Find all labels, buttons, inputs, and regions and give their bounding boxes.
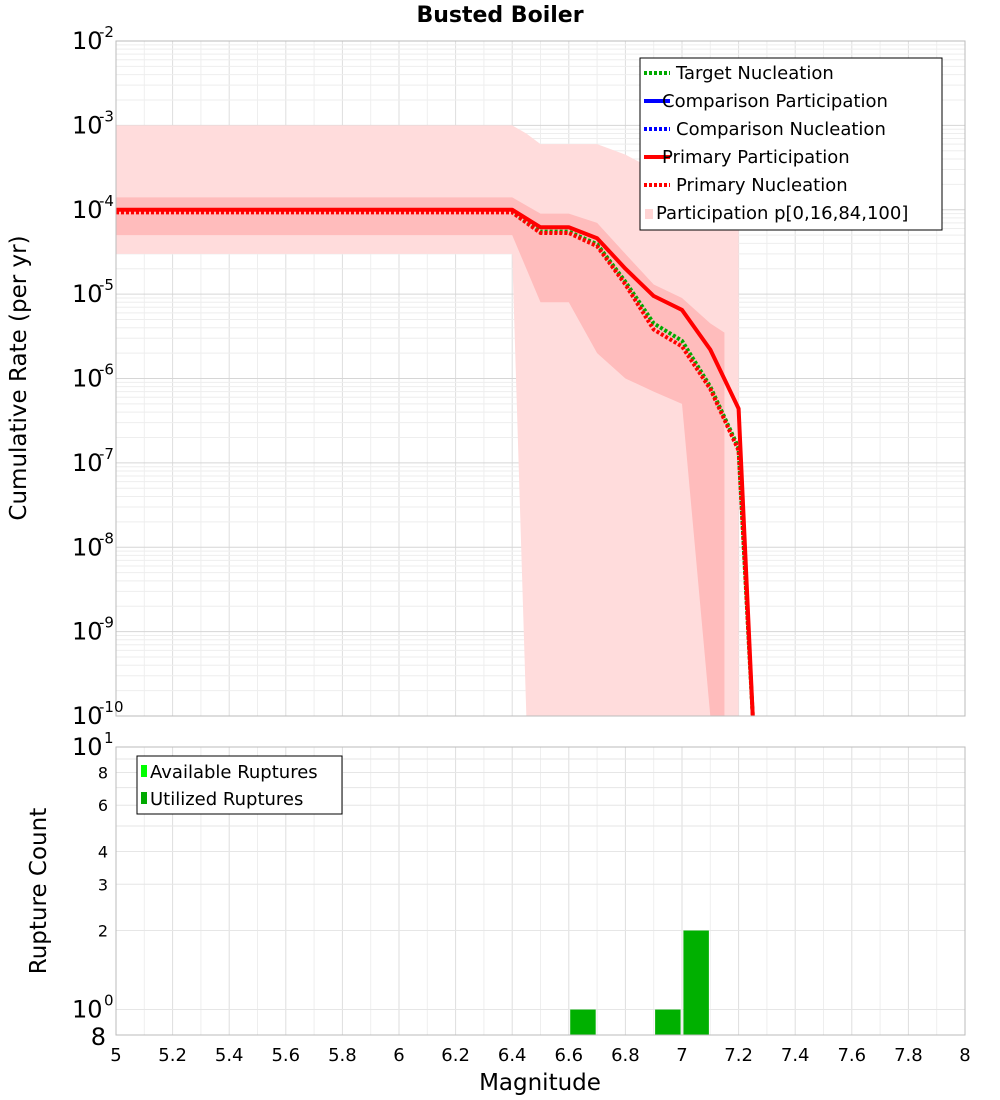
y-tick-exponent: 1 [104,729,114,747]
x-tick-label: 6.8 [611,1045,640,1066]
x-tick-label: 6.6 [554,1045,583,1066]
y-tick-label: 10 0 [72,992,114,1024]
x-tick-label: 6.2 [441,1045,470,1066]
y-tick-base: 10 [72,533,103,561]
y-tick-base: 10 [72,280,103,308]
x-tick-label: 5.8 [328,1045,357,1066]
y-tick-base: 10 [72,27,103,55]
legend-label: Available Ruptures [150,762,318,783]
legend-label: Utilized Ruptures [150,789,303,810]
y-tick-label: 10-8 [72,529,114,561]
x-tick-label: 7.6 [837,1045,866,1066]
y-tick-base: 10 [72,365,103,393]
y-tick-label: 3 [98,875,108,894]
y-tick-base: 10 [72,996,103,1024]
y-tick-exponent: -6 [99,361,114,379]
x-axis-label: Magnitude [479,1070,601,1096]
legend-swatch [141,792,147,804]
y-tick-label: 10 1 [72,729,114,761]
y-tick-base: 10 [72,449,103,477]
y-tick-exponent: -10 [99,698,124,716]
y-tick-exponent: -2 [99,23,114,41]
plot-frame [115,746,966,1036]
legend: Target Nucleation Comparison Participatio… [639,57,943,231]
bar [683,930,709,1035]
y-tick-exponent: -8 [99,529,114,547]
y-tick-base: 10 [72,618,103,646]
x-tick-label: 5 [110,1045,121,1066]
x-tick-label: 7 [676,1045,687,1066]
y-tick-value: 2 [98,922,108,941]
y-tick-base: 10 [72,733,103,761]
y-tick-base: 10 [72,111,103,139]
y-tick-value: 4 [98,842,108,861]
legend-label: Target Nucleation [675,63,834,84]
legend-box [639,57,943,231]
legend-label: Comparison Participation [662,91,888,112]
legend-swatch [645,209,653,219]
x-tick-label: 5.4 [215,1045,244,1066]
rate-plot: 10-210-310-410-510-610-710-810-910-10Tar… [72,23,966,730]
legend-label: Participation p[0,16,84,100] [656,203,908,224]
bar [570,1009,596,1035]
x-tick-label: 5.6 [271,1045,300,1066]
y-tick-exponent: -9 [99,614,114,632]
y-tick-exponent: -7 [99,445,114,463]
x-tick-label: 8 [959,1045,970,1066]
y-tick-label: 10-5 [72,276,114,308]
x-tick-label: 7.8 [894,1045,923,1066]
x-tick-label: 6 [393,1045,404,1066]
y-tick-label: 8 [91,1023,106,1051]
y-tick-label: 10-2 [72,23,114,55]
y-tick-label: 10-9 [72,614,114,646]
y-tick-label: 4 [98,842,108,861]
x-tick-label: 6.4 [498,1045,527,1066]
y-tick-value: 8 [98,763,108,782]
y-axis-label-rate: Cumulative Rate (per yr) [6,235,32,520]
y-tick-label: 10-4 [72,192,114,224]
legend-label: Comparison Nucleation [676,119,886,140]
legend: Available Ruptures Utilized Ruptures [136,755,343,815]
legend-swatch [141,765,147,777]
chart-title: Busted Boiler [416,3,583,28]
y-tick-exponent: -5 [99,276,114,294]
x-tick-label: 5.2 [158,1045,187,1066]
y-tick-exponent: -3 [99,107,114,125]
y-tick-value: 8 [91,1023,106,1051]
x-tick-label: 7.2 [724,1045,753,1066]
y-tick-exponent: -4 [99,192,114,210]
y-tick-label: 2 [98,922,108,941]
y-tick-label: 8 [98,763,108,782]
y-tick-base: 10 [72,702,103,730]
legend-label: Primary Nucleation [676,175,848,196]
series-line-primary-participation [116,207,755,717]
y-tick-label: 10-7 [72,445,114,477]
y-axis-label-count: Rupture Count [26,808,52,974]
y-tick-label: 6 [98,796,108,815]
y-tick-value: 6 [98,796,108,815]
y-tick-value: 3 [98,875,108,894]
x-tick-label: 7.4 [781,1045,810,1066]
y-tick-exponent: 0 [104,992,114,1010]
y-tick-label: 10-10 [72,698,124,730]
y-tick-label: 10-6 [72,361,114,393]
y-tick-label: 10-3 [72,107,114,139]
legend-box [136,755,343,815]
plot-frame [115,40,966,717]
bar [655,1009,681,1035]
y-tick-base: 10 [72,196,103,224]
legend-label: Primary Participation [662,147,850,168]
